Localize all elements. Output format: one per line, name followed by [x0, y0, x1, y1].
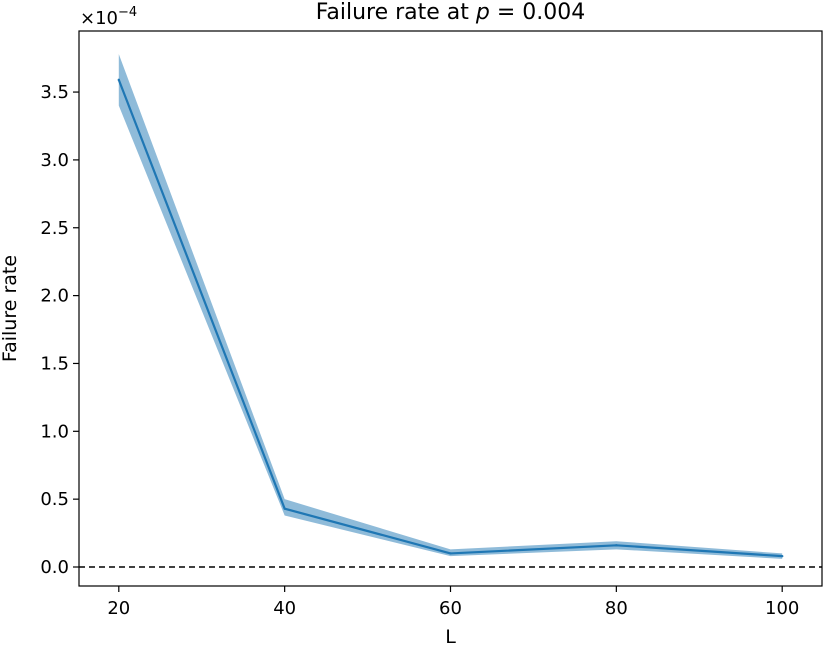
y-axis-ticks: 0.0 0.5 1.0 1.5 2.0 2.5 3.0 3.5	[40, 82, 79, 578]
y-axis-scale-base: ×10	[80, 8, 118, 29]
data-point	[780, 554, 784, 558]
chart-title-suffix: = 0.004	[490, 0, 585, 25]
series-line-layer	[117, 78, 784, 558]
y-axis-scale-exponent: −4	[118, 5, 137, 20]
y-axis-scale-label: ×10−4	[80, 5, 137, 29]
y-axis-label: Failure rate	[0, 255, 21, 362]
y-tick-label: 3.5	[40, 82, 69, 103]
x-tick-label: 80	[605, 598, 628, 619]
confidence-band	[118, 54, 783, 559]
y-tick-label: 1.0	[40, 421, 69, 442]
y-tick-label: 2.5	[40, 218, 69, 239]
plot-frame	[78, 30, 823, 587]
data-point	[117, 78, 121, 82]
x-axis-ticks: 20 40 60 80 100	[107, 586, 799, 619]
y-tick-label: 2.0	[40, 286, 69, 307]
y-tick-label: 0.0	[40, 557, 69, 578]
x-tick-label: 100	[765, 598, 799, 619]
x-tick-label: 40	[273, 598, 296, 619]
chart-title-prefix: Failure rate at	[316, 0, 476, 25]
data-point	[283, 507, 286, 510]
y-tick-label: 0.5	[40, 489, 69, 510]
x-axis-label: L	[445, 626, 456, 645]
data-point	[615, 544, 618, 547]
y-tick-label: 1.5	[40, 353, 69, 374]
chart-title: Failure rate at p = 0.004	[316, 0, 586, 25]
y-tick-label: 3.0	[40, 150, 69, 171]
data-point	[449, 552, 452, 555]
series-line	[117, 79, 783, 558]
x-tick-label: 60	[439, 598, 462, 619]
x-tick-label: 20	[107, 598, 130, 619]
confidence-band-layer	[118, 54, 783, 559]
chart-title-variable: p	[475, 0, 490, 25]
